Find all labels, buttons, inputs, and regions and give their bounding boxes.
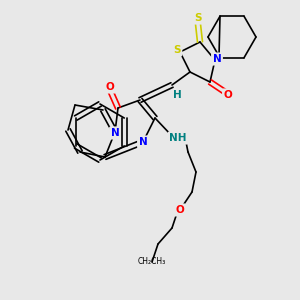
Text: NH: NH [169,133,187,143]
Text: NH: NH [169,133,187,143]
Text: O: O [224,90,232,100]
Text: CH₂CH₃: CH₂CH₃ [138,257,166,266]
Text: S: S [194,13,202,23]
Text: H: H [172,90,182,100]
Text: N: N [213,54,221,64]
Text: S: S [173,45,181,55]
Text: O: O [176,205,184,215]
Text: O: O [106,82,114,92]
Text: O: O [106,82,114,92]
Text: O: O [176,205,184,215]
Text: N: N [111,128,119,138]
Text: N: N [111,128,119,138]
Text: N: N [213,54,221,64]
Text: S: S [173,45,181,55]
Text: N: N [139,137,147,147]
Text: N: N [139,137,147,147]
Text: S: S [194,13,202,23]
Text: O: O [224,90,232,100]
